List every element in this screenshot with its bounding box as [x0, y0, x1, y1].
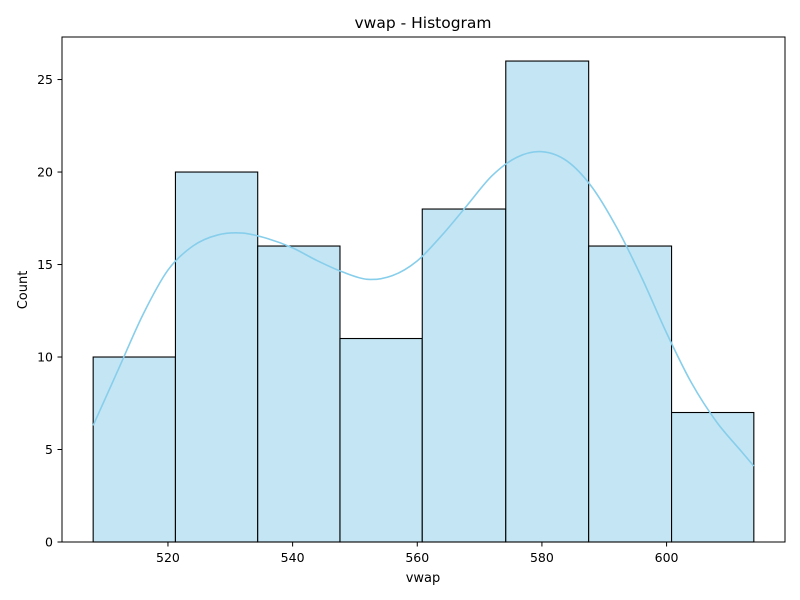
x-axis-ticks: 520 540 560 580 600	[156, 542, 679, 565]
histogram-bar	[671, 411, 755, 543]
y-tick-label: 20	[37, 165, 53, 180]
chart-title: vwap - Histogram	[354, 14, 491, 32]
y-axis-ticks: 0 5 10 15 20 25	[37, 72, 62, 550]
bars-group	[92, 60, 755, 543]
histogram-bar	[257, 245, 341, 543]
y-tick-label: 5	[45, 442, 53, 457]
x-tick-label: 520	[156, 550, 180, 565]
histogram-bar	[505, 60, 590, 543]
histogram-bar	[588, 245, 673, 543]
y-tick-label: 15	[37, 257, 53, 272]
x-tick-label: 600	[655, 550, 679, 565]
y-tick-label: 25	[37, 72, 53, 87]
y-tick-label: 10	[37, 350, 53, 365]
histogram-bar	[421, 208, 507, 543]
y-axis-label: Count	[16, 271, 31, 310]
x-axis-label: vwap	[406, 571, 441, 586]
histogram-bar	[174, 171, 259, 543]
x-tick-label: 540	[281, 550, 305, 565]
plot-frame	[61, 36, 786, 543]
x-tick-label: 560	[405, 550, 429, 565]
histogram-bar	[339, 337, 423, 543]
histogram-bar	[92, 356, 176, 543]
y-tick-label: 0	[45, 535, 53, 550]
kde-curve	[92, 150, 755, 467]
x-tick-label: 580	[530, 550, 554, 565]
